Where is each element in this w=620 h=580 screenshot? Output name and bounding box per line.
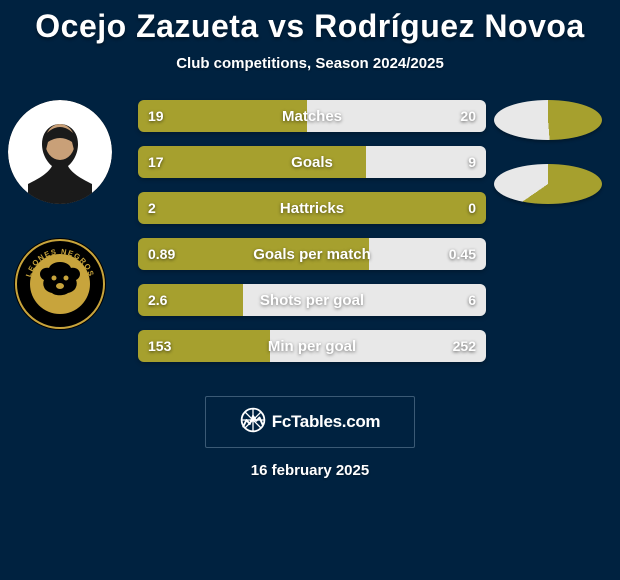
stat-bar-track: 0.890.45Goals per match — [138, 238, 486, 270]
stat-row: 179Goals — [138, 146, 486, 178]
stat-value-left: 19 — [148, 100, 164, 132]
stat-bar-track: 179Goals — [138, 146, 486, 178]
stat-value-left: 153 — [148, 330, 171, 362]
stat-value-left: 2 — [148, 192, 156, 224]
stat-bar-track: 20Hattricks — [138, 192, 486, 224]
stat-value-left: 2.6 — [148, 284, 167, 316]
stat-row: 2.66Shots per goal — [138, 284, 486, 316]
stat-bar-track: 153252Min per goal — [138, 330, 486, 362]
stat-value-left: 0.89 — [148, 238, 175, 270]
player-left-avatar — [8, 100, 112, 204]
date-text: 16 february 2025 — [0, 462, 620, 479]
stat-value-right: 0 — [468, 192, 476, 224]
stat-row: 1920Matches — [138, 100, 486, 132]
subtitle: Club competitions, Season 2024/2025 — [0, 55, 620, 72]
stat-row: 0.890.45Goals per match — [138, 238, 486, 270]
pie-column — [494, 100, 604, 204]
branding-text: FcTables.com — [272, 412, 381, 432]
stat-row: 153252Min per goal — [138, 330, 486, 362]
stat-bar-left — [138, 146, 366, 178]
stat-bar-left — [138, 192, 486, 224]
pie-indicator — [494, 164, 602, 204]
stat-value-right: 6 — [468, 284, 476, 316]
stat-bar-right — [243, 284, 486, 316]
page-title: Ocejo Zazueta vs Rodríguez Novoa — [0, 0, 620, 45]
stat-value-left: 17 — [148, 146, 164, 178]
stat-value-right: 0.45 — [449, 238, 476, 270]
stat-bar-track: 1920Matches — [138, 100, 486, 132]
stat-row: 20Hattricks — [138, 192, 486, 224]
stat-value-right: 252 — [453, 330, 476, 362]
pie-indicator — [494, 100, 602, 140]
comparison-content: LEONES NEGROS 1920Matches179Goals20Hattr… — [0, 100, 620, 362]
avatars-column: LEONES NEGROS — [8, 100, 118, 336]
stat-value-right: 20 — [460, 100, 476, 132]
stats-bars: 1920Matches179Goals20Hattricks0.890.45Go… — [138, 100, 486, 362]
stat-bar-track: 2.66Shots per goal — [138, 284, 486, 316]
branding-logo-icon — [240, 407, 266, 438]
player-right-team-badge: LEONES NEGROS — [8, 232, 112, 336]
stat-value-right: 9 — [468, 146, 476, 178]
branding-box: FcTables.com — [205, 396, 415, 448]
